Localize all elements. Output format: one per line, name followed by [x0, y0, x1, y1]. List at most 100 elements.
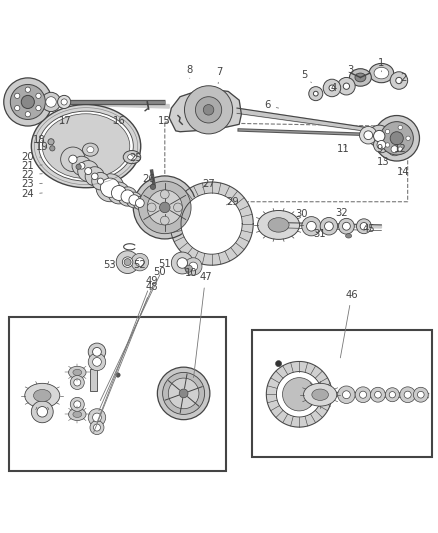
Ellipse shape — [31, 104, 141, 188]
Ellipse shape — [322, 79, 340, 96]
Ellipse shape — [363, 131, 372, 140]
Polygon shape — [287, 223, 381, 228]
Ellipse shape — [116, 251, 139, 273]
Ellipse shape — [160, 190, 169, 199]
Ellipse shape — [359, 126, 376, 144]
Ellipse shape — [179, 389, 187, 398]
Ellipse shape — [389, 72, 407, 89]
Ellipse shape — [42, 114, 130, 179]
Ellipse shape — [69, 155, 77, 164]
Text: 46: 46 — [339, 290, 357, 358]
Ellipse shape — [159, 202, 170, 213]
Ellipse shape — [73, 411, 81, 417]
Ellipse shape — [91, 173, 98, 180]
Text: 51: 51 — [100, 260, 171, 400]
Ellipse shape — [313, 91, 318, 96]
Ellipse shape — [60, 147, 85, 172]
Ellipse shape — [100, 178, 120, 197]
Ellipse shape — [324, 222, 332, 231]
Bar — [89, 369, 96, 391]
Ellipse shape — [168, 378, 198, 409]
Bar — [252, 330, 431, 457]
Ellipse shape — [311, 389, 328, 400]
Ellipse shape — [88, 409, 106, 426]
Ellipse shape — [268, 217, 288, 232]
Text: 23: 23 — [21, 179, 42, 189]
Ellipse shape — [367, 125, 389, 147]
Ellipse shape — [36, 93, 41, 99]
Text: 18: 18 — [33, 135, 46, 144]
Ellipse shape — [354, 73, 365, 82]
Ellipse shape — [87, 147, 94, 153]
Ellipse shape — [319, 217, 337, 235]
Ellipse shape — [405, 136, 410, 141]
Text: 45: 45 — [362, 224, 374, 235]
Ellipse shape — [21, 95, 34, 109]
Ellipse shape — [78, 163, 85, 169]
Ellipse shape — [308, 87, 322, 101]
Ellipse shape — [96, 174, 124, 201]
Ellipse shape — [397, 147, 402, 151]
Ellipse shape — [133, 197, 146, 209]
Ellipse shape — [61, 99, 67, 105]
Ellipse shape — [343, 83, 349, 90]
Text: 49: 49 — [97, 276, 158, 422]
Ellipse shape — [385, 130, 389, 134]
Ellipse shape — [373, 67, 388, 79]
Bar — [10, 317, 226, 471]
Ellipse shape — [417, 391, 423, 398]
Text: 16: 16 — [112, 116, 125, 126]
Ellipse shape — [90, 421, 104, 434]
Text: 21: 21 — [21, 161, 42, 171]
Ellipse shape — [11, 84, 45, 119]
Ellipse shape — [359, 222, 367, 230]
Ellipse shape — [85, 167, 92, 175]
Text: 20: 20 — [21, 152, 41, 162]
Ellipse shape — [25, 87, 30, 92]
Ellipse shape — [185, 265, 192, 272]
Ellipse shape — [70, 397, 84, 411]
Ellipse shape — [135, 199, 144, 207]
Ellipse shape — [92, 413, 101, 422]
Ellipse shape — [301, 216, 320, 236]
Ellipse shape — [14, 106, 20, 111]
Polygon shape — [276, 372, 321, 417]
Ellipse shape — [126, 192, 142, 208]
Ellipse shape — [147, 203, 155, 212]
Text: 25: 25 — [129, 153, 141, 163]
Text: 4: 4 — [329, 83, 339, 93]
Ellipse shape — [397, 125, 402, 130]
Ellipse shape — [37, 407, 47, 417]
Ellipse shape — [49, 146, 55, 151]
Polygon shape — [170, 182, 253, 265]
Ellipse shape — [328, 85, 334, 91]
Ellipse shape — [356, 219, 371, 233]
Polygon shape — [311, 392, 427, 397]
Ellipse shape — [403, 391, 410, 398]
Polygon shape — [237, 108, 394, 135]
Ellipse shape — [373, 131, 384, 142]
Ellipse shape — [25, 383, 60, 408]
Text: 15: 15 — [157, 116, 170, 126]
Ellipse shape — [4, 78, 52, 126]
Text: 26: 26 — [142, 174, 155, 184]
Ellipse shape — [147, 190, 182, 225]
Ellipse shape — [337, 386, 354, 403]
Ellipse shape — [135, 258, 144, 266]
Ellipse shape — [78, 160, 99, 182]
Text: 27: 27 — [202, 179, 215, 189]
Text: 31: 31 — [312, 229, 325, 239]
Ellipse shape — [57, 95, 71, 109]
Ellipse shape — [373, 116, 419, 161]
Ellipse shape — [354, 387, 370, 402]
Ellipse shape — [389, 392, 395, 398]
Text: 1: 1 — [378, 58, 384, 72]
Ellipse shape — [129, 195, 139, 205]
Ellipse shape — [345, 233, 351, 238]
Ellipse shape — [93, 424, 100, 431]
Ellipse shape — [82, 143, 98, 156]
Ellipse shape — [282, 378, 315, 411]
Ellipse shape — [118, 187, 137, 206]
Text: 47: 47 — [193, 272, 211, 377]
Polygon shape — [180, 193, 242, 254]
